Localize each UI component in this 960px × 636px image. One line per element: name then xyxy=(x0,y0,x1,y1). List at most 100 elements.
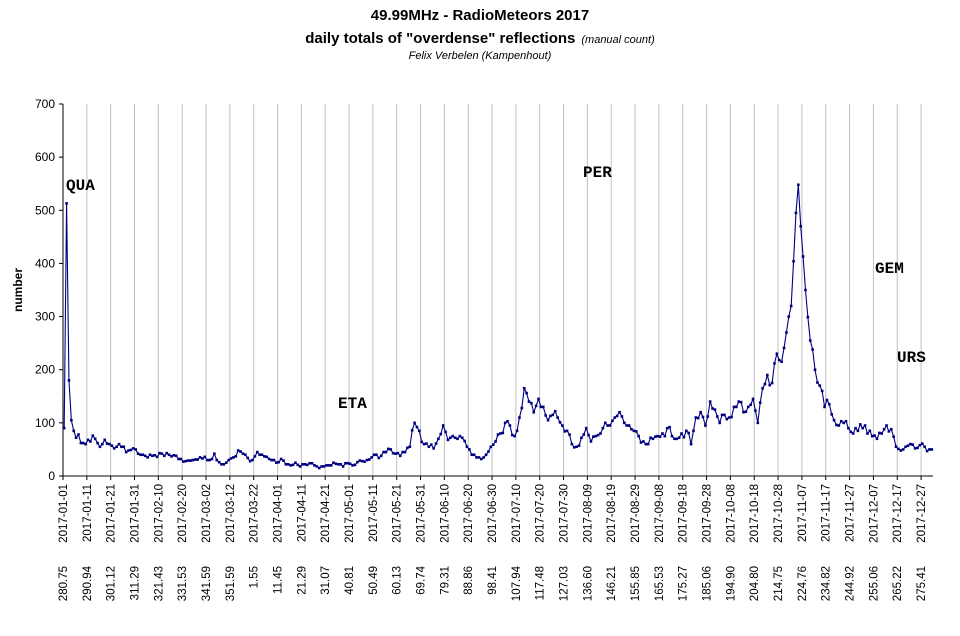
x-tick-solar-longitude-label: 146.21 xyxy=(606,566,618,601)
data-point xyxy=(263,455,266,458)
data-point xyxy=(160,452,164,455)
x-tick-date-label: 2017-12-07 xyxy=(868,484,880,543)
data-point xyxy=(639,441,643,444)
data-point xyxy=(570,442,574,446)
data-point xyxy=(889,427,893,431)
data-point xyxy=(582,433,586,436)
data-point xyxy=(780,360,783,364)
x-tick-date-label: 2017-01-11 xyxy=(82,484,94,542)
data-point xyxy=(499,432,502,435)
x-tick-date-label: 2017-10-28 xyxy=(773,484,785,543)
data-point xyxy=(308,461,311,465)
data-point xyxy=(360,459,364,463)
data-point xyxy=(272,458,276,462)
data-point xyxy=(84,442,87,446)
x-tick-date-label: 2017-06-20 xyxy=(463,484,475,543)
x-tick-date-label: 2017-01-01 xyxy=(58,484,70,543)
chart-subtitle: Felix Verbelen (Kampenhout) xyxy=(408,50,552,62)
annotation-qua: QUA xyxy=(66,177,95,195)
data-point xyxy=(577,444,581,448)
data-point xyxy=(189,459,192,462)
y-tick-label: 300 xyxy=(35,310,55,324)
data-point xyxy=(463,439,466,443)
data-point xyxy=(172,453,176,457)
data-point xyxy=(899,449,903,452)
data-point xyxy=(632,429,636,433)
data-point xyxy=(851,432,855,435)
data-point xyxy=(737,400,741,403)
data-point xyxy=(558,421,562,424)
data-point xyxy=(763,382,767,386)
x-tick-solar-longitude-label: 204.80 xyxy=(749,566,761,601)
data-point xyxy=(394,452,397,455)
data-point xyxy=(322,465,326,468)
annotation-urs: URS xyxy=(897,349,926,367)
chart-title-line2: daily totals of "overdense" reflections (… xyxy=(0,30,960,47)
data-point xyxy=(124,450,128,454)
data-point xyxy=(232,456,235,459)
data-point xyxy=(715,415,719,418)
x-tick-date-label: 2017-01-31 xyxy=(130,484,142,543)
annotation-gem: GEM xyxy=(875,260,904,278)
data-point xyxy=(458,434,462,438)
x-tick-date-label: 2017-03-22 xyxy=(249,484,261,543)
data-point xyxy=(163,454,166,458)
data-point xyxy=(491,443,495,446)
data-point xyxy=(480,457,483,461)
data-point xyxy=(453,436,457,440)
data-point xyxy=(711,407,714,410)
data-point xyxy=(191,458,195,462)
data-point xyxy=(901,448,905,451)
data-point xyxy=(885,424,888,427)
data-point xyxy=(132,447,135,450)
data-point xyxy=(67,379,71,382)
data-point xyxy=(539,405,543,409)
x-tick-date-label: 2017-04-21 xyxy=(320,484,332,543)
data-point xyxy=(830,413,833,416)
data-point xyxy=(787,315,791,318)
data-point xyxy=(859,423,862,426)
data-point xyxy=(418,429,421,433)
data-point xyxy=(339,463,342,466)
data-point xyxy=(434,442,438,445)
x-tick-date-label: 2017-06-10 xyxy=(439,484,451,543)
data-point xyxy=(167,453,171,457)
data-point xyxy=(406,446,409,450)
data-point xyxy=(673,437,676,441)
data-point xyxy=(546,418,550,422)
data-point xyxy=(410,429,414,432)
data-point xyxy=(768,383,772,387)
x-tick-date-label: 2017-04-01 xyxy=(273,484,285,543)
annotation-eta: ETA xyxy=(338,395,367,413)
x-tick-solar-longitude-label: 127.03 xyxy=(559,566,571,601)
data-point xyxy=(878,431,881,435)
data-point xyxy=(127,449,130,452)
data-point xyxy=(749,403,752,407)
data-point xyxy=(151,454,154,458)
data-point xyxy=(525,391,528,395)
data-point xyxy=(358,459,362,462)
x-tick-date-label: 2017-09-28 xyxy=(702,484,714,543)
data-point xyxy=(213,452,216,455)
data-point xyxy=(572,446,576,449)
data-point xyxy=(310,461,314,465)
data-point xyxy=(439,432,443,436)
data-point xyxy=(501,431,505,435)
data-point xyxy=(296,463,300,467)
data-point xyxy=(377,456,381,460)
x-tick-solar-longitude-label: 194.90 xyxy=(725,566,737,601)
x-tick-date-label: 2017-07-10 xyxy=(511,484,523,543)
data-point xyxy=(725,417,729,421)
data-point xyxy=(618,410,621,414)
data-point xyxy=(925,449,929,453)
data-point xyxy=(494,440,497,443)
x-tick-solar-longitude-label: 98.41 xyxy=(487,566,499,595)
data-point xyxy=(654,435,657,438)
data-point xyxy=(627,424,631,427)
x-tick-solar-longitude-label: 31.07 xyxy=(320,566,332,595)
data-point xyxy=(391,451,395,455)
data-point xyxy=(286,463,290,466)
data-point xyxy=(892,435,895,438)
data-point xyxy=(89,440,92,443)
data-point xyxy=(603,421,607,425)
